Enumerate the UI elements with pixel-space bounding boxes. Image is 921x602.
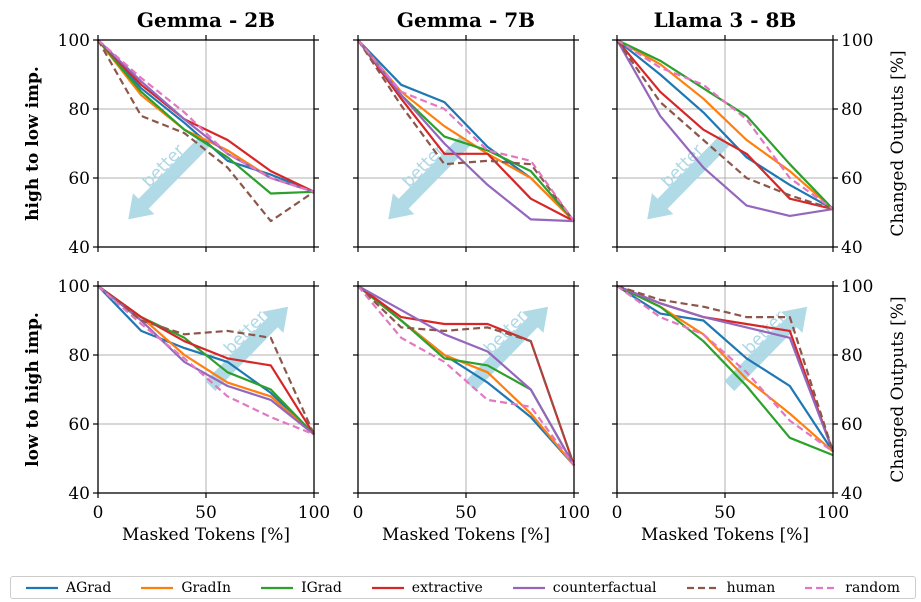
series-line-human bbox=[616, 39, 834, 211]
legend-label: human bbox=[726, 579, 776, 596]
legend-item-random: random bbox=[805, 580, 900, 596]
series-line-human bbox=[97, 285, 316, 435]
series-line-human bbox=[97, 39, 315, 223]
y-tick-label: 40 bbox=[68, 238, 90, 258]
better-arrow bbox=[465, 306, 549, 391]
series-line-random bbox=[357, 39, 575, 222]
y-tick-label-right: 60 bbox=[841, 169, 863, 189]
y-tick-label: 40 bbox=[68, 484, 90, 504]
legend-swatch bbox=[141, 586, 174, 589]
x-tick-label: 50 bbox=[455, 503, 477, 523]
legend-swatch bbox=[686, 586, 719, 589]
legend-label: GradIn bbox=[181, 579, 232, 596]
x-tick-label: 50 bbox=[714, 503, 736, 523]
legend-label: counterfactual bbox=[552, 579, 657, 596]
y-tick-label: 100 bbox=[58, 31, 90, 51]
legend-swatch bbox=[371, 586, 404, 589]
subplot-title: Gemma - 7B bbox=[397, 8, 535, 32]
x-axis-label: Masked Tokens [%] bbox=[641, 525, 809, 545]
x-tick-label: 0 bbox=[353, 503, 364, 523]
y-tick-label: 100 bbox=[58, 277, 90, 297]
y-tick-label: 60 bbox=[68, 415, 90, 435]
better-arrow bbox=[128, 135, 211, 220]
y-tick-label-right: 100 bbox=[841, 31, 873, 51]
legend-swatch bbox=[261, 586, 294, 589]
better-arrow bbox=[388, 135, 471, 220]
series-line-random bbox=[97, 285, 315, 436]
series-line-human bbox=[357, 285, 576, 466]
row-label: high to low imp. bbox=[23, 66, 43, 221]
y-tick-label-right: 80 bbox=[841, 100, 863, 120]
legend-item-IGrad: IGrad bbox=[261, 580, 342, 596]
right-axis-label: Changed Outputs [%] bbox=[888, 50, 908, 236]
y-tick-label: 80 bbox=[68, 346, 90, 366]
legend-item-extractive: extractive bbox=[371, 579, 483, 596]
series-line-counterfactual bbox=[616, 39, 834, 217]
legend-swatch bbox=[512, 586, 545, 589]
legend-item-human: human bbox=[686, 579, 776, 596]
legend-swatch bbox=[26, 586, 58, 589]
y-tick-label-right: 40 bbox=[841, 238, 863, 258]
series-line-random bbox=[97, 39, 315, 193]
y-tick-label: 80 bbox=[68, 100, 90, 120]
series-line-AGrad bbox=[616, 39, 834, 211]
legend-label: extractive bbox=[411, 579, 483, 596]
x-tick-label: 0 bbox=[93, 503, 104, 523]
x-tick-label: 100 bbox=[558, 503, 590, 523]
series-line-AGrad bbox=[616, 285, 834, 453]
series-line-random bbox=[616, 285, 834, 453]
x-tick-label: 0 bbox=[612, 503, 623, 523]
series-line-GradIn bbox=[616, 39, 834, 210]
subplot-title: Gemma - 2B bbox=[137, 8, 275, 32]
x-tick-label: 100 bbox=[298, 503, 330, 523]
series-line-random bbox=[616, 39, 834, 210]
legend-label: random bbox=[845, 579, 900, 596]
series-line-counterfactual bbox=[357, 39, 575, 223]
x-axis-label: Masked Tokens [%] bbox=[122, 525, 290, 545]
series-line-extractive bbox=[616, 39, 834, 211]
series-line-random bbox=[357, 285, 575, 467]
x-tick-label: 100 bbox=[817, 503, 849, 523]
legend-swatch bbox=[805, 586, 838, 589]
row-label: low to high imp. bbox=[23, 312, 43, 467]
x-axis-label: Masked Tokens [%] bbox=[382, 525, 550, 545]
series-line-counterfactual bbox=[616, 284, 835, 452]
legend: AGrad GradIn IGrad extractive counterfactual… bbox=[10, 576, 916, 599]
series-line-extractive bbox=[357, 39, 575, 223]
legend-item-counterfactual: counterfactual bbox=[512, 579, 657, 596]
series-line-counterfactual bbox=[97, 39, 315, 193]
legend-label: IGrad bbox=[301, 579, 342, 596]
series-line-AGrad bbox=[97, 39, 315, 193]
series-line-human bbox=[616, 284, 835, 452]
series-line-extractive bbox=[97, 285, 315, 435]
series-line-IGrad bbox=[616, 285, 834, 457]
series-line-IGrad bbox=[97, 39, 315, 195]
legend-item-GradIn: GradIn bbox=[141, 580, 231, 596]
x-tick-label: 50 bbox=[195, 503, 217, 523]
legend-label: AGrad bbox=[66, 579, 112, 596]
better-arrow bbox=[647, 135, 730, 220]
y-tick-label-right: 60 bbox=[841, 415, 863, 435]
series-line-counterfactual bbox=[357, 285, 575, 466]
series-line-extractive bbox=[97, 39, 315, 193]
y-tick-label-right: 40 bbox=[841, 484, 863, 504]
y-tick-label-right: 80 bbox=[841, 346, 863, 366]
subplot-title: Llama 3 - 8B bbox=[654, 8, 797, 32]
y-tick-label-right: 100 bbox=[841, 277, 873, 297]
right-axis-label: Changed Outputs [%] bbox=[888, 296, 908, 482]
y-tick-label: 60 bbox=[68, 169, 90, 189]
legend-item-AGrad: AGrad bbox=[26, 580, 111, 596]
